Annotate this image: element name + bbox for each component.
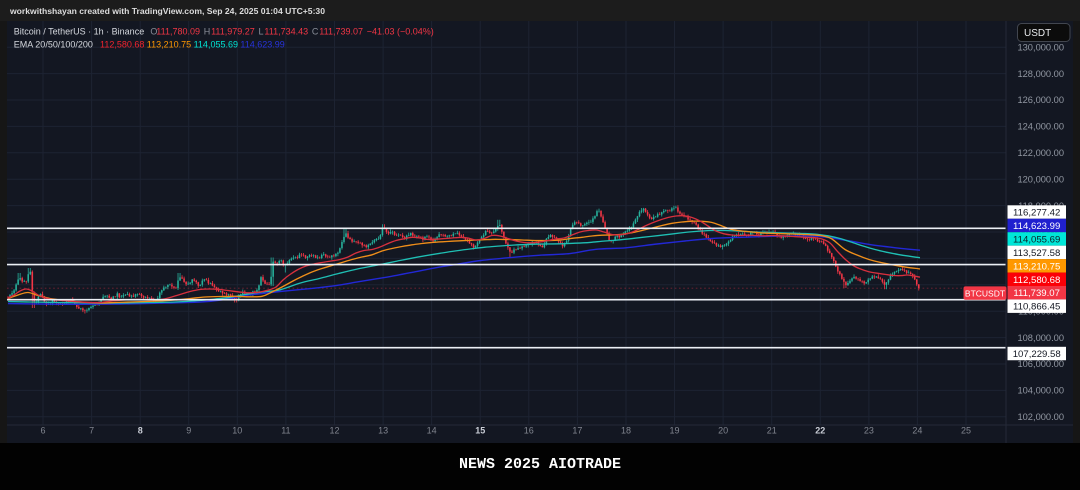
svg-text:107,229.58: 107,229.58 (1013, 349, 1061, 360)
svg-text:120,000.00: 120,000.00 (1017, 174, 1064, 184)
svg-text:112,580.68: 112,580.68 (100, 40, 144, 50)
svg-text:17: 17 (572, 426, 582, 436)
svg-text:−41.03 (−0.04%): −41.03 (−0.04%) (367, 26, 434, 36)
svg-text:EMA 20/50/100/200: EMA 20/50/100/200 (14, 40, 93, 50)
svg-text:113,210.75: 113,210.75 (1013, 261, 1060, 272)
svg-text:7: 7 (89, 426, 94, 436)
svg-text:USDT: USDT (1024, 28, 1051, 39)
svg-text:104,000.00: 104,000.00 (1017, 386, 1064, 396)
svg-text:22: 22 (815, 426, 825, 436)
svg-text:11: 11 (281, 426, 290, 436)
svg-text:122,000.00: 122,000.00 (1017, 148, 1064, 158)
svg-text:12: 12 (329, 426, 339, 436)
svg-text:113,527.58: 113,527.58 (1013, 248, 1060, 259)
svg-text:19: 19 (669, 426, 679, 436)
svg-text:108,000.00: 108,000.00 (1017, 333, 1064, 343)
svg-text:114,623.99: 114,623.99 (240, 40, 284, 50)
svg-text:113,210.75: 113,210.75 (147, 40, 191, 50)
svg-text:BTCUSDT: BTCUSDT (965, 288, 1005, 298)
svg-text:O: O (150, 26, 157, 36)
svg-text:130,000.00: 130,000.00 (1017, 42, 1064, 52)
svg-text:102,000.00: 102,000.00 (1017, 412, 1064, 422)
svg-text:C: C (312, 26, 319, 36)
svg-text:23: 23 (864, 426, 874, 436)
svg-text:9: 9 (186, 426, 191, 436)
svg-text:15: 15 (475, 426, 485, 436)
svg-text:24: 24 (912, 426, 922, 436)
svg-text:20: 20 (718, 426, 728, 436)
svg-text:Bitcoin / TetherUS · 1h · Bina: Bitcoin / TetherUS · 1h · Binance (14, 26, 144, 36)
svg-text:111,739.07: 111,739.07 (319, 26, 363, 36)
svg-text:16: 16 (524, 426, 534, 436)
svg-text:110,866.45: 110,866.45 (1013, 302, 1060, 313)
svg-text:111,780.09: 111,780.09 (156, 26, 200, 36)
svg-text:25: 25 (961, 426, 971, 436)
svg-text:114,623.99: 114,623.99 (1013, 221, 1060, 232)
svg-text:L: L (259, 26, 264, 36)
svg-text:124,000.00: 124,000.00 (1017, 122, 1064, 132)
svg-text:114,055.69: 114,055.69 (194, 40, 238, 50)
svg-text:8: 8 (138, 426, 143, 436)
svg-text:111,979.27: 111,979.27 (211, 26, 255, 36)
svg-text:112,580.68: 112,580.68 (1013, 275, 1060, 286)
svg-text:14: 14 (427, 426, 437, 436)
svg-text:workwithshayan created with Tr: workwithshayan created with TradingView.… (9, 6, 325, 16)
svg-text:111,734.43: 111,734.43 (264, 26, 308, 36)
svg-text:13: 13 (378, 426, 388, 436)
svg-text:NEWS 2025 AIOTRADE: NEWS 2025 AIOTRADE (459, 456, 621, 473)
svg-text:114,055.69: 114,055.69 (1013, 234, 1060, 245)
svg-text:116,277.42: 116,277.42 (1013, 208, 1060, 219)
svg-text:H: H (204, 26, 211, 36)
svg-text:6: 6 (40, 426, 45, 436)
svg-text:111,739.07: 111,739.07 (1013, 288, 1060, 299)
svg-text:128,000.00: 128,000.00 (1017, 69, 1064, 79)
svg-text:106,000.00: 106,000.00 (1017, 359, 1064, 369)
svg-text:18: 18 (621, 426, 631, 436)
svg-text:10: 10 (232, 426, 242, 436)
svg-text:21: 21 (767, 426, 777, 436)
svg-text:126,000.00: 126,000.00 (1017, 95, 1064, 105)
